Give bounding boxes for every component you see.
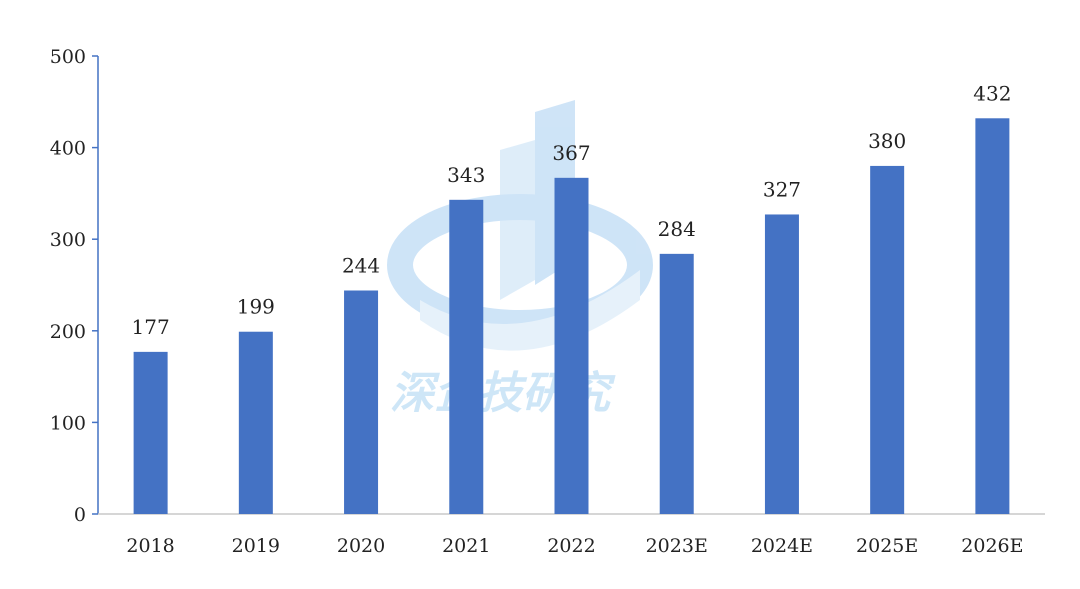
bar-2021	[449, 199, 484, 514]
y-tick-label: 100	[50, 412, 86, 434]
x-tick-label-2026E: 2026E	[961, 535, 1023, 557]
data-label-2026E: 432	[973, 81, 1011, 105]
bar-2019	[238, 331, 273, 514]
bar-2026E	[975, 118, 1010, 515]
x-tick-label-2021: 2021	[442, 535, 490, 557]
y-tick-label: 0	[74, 504, 86, 526]
data-label-2020: 244	[342, 253, 380, 277]
x-tick-label-2019: 2019	[232, 535, 280, 557]
x-tick-label-2025E: 2025E	[856, 535, 918, 557]
data-label-2019: 199	[237, 295, 275, 319]
data-label-2018: 177	[132, 315, 170, 339]
bar-2018	[133, 351, 168, 514]
y-tick-label: 300	[50, 229, 86, 251]
x-tick-label-2023E: 2023E	[646, 535, 708, 557]
bar-2022	[554, 177, 589, 514]
bar-2025E	[870, 165, 905, 515]
data-label-2023E: 284	[658, 217, 696, 241]
y-axis-ticks: 0 100 200 300 400 500	[50, 46, 98, 526]
x-tick-label-2024E: 2024E	[751, 535, 813, 557]
x-tick-label-2018: 2018	[126, 535, 174, 557]
y-tick-label: 500	[50, 46, 86, 68]
y-tick-label: 200	[50, 321, 86, 343]
data-label-2021: 343	[447, 163, 485, 187]
x-tick-label-2020: 2020	[337, 535, 385, 557]
bar-2020	[344, 290, 379, 514]
data-labels-group: 177 199 244 343 367 284 327 380 432	[132, 81, 1012, 339]
x-axis-labels: 2018 2019 2020 2021 2022 2023E 2024E 2025E 2026E	[126, 535, 1023, 557]
bar-2023E	[659, 253, 694, 514]
bars-group	[133, 118, 1010, 515]
data-label-2022: 367	[552, 141, 590, 165]
watermark-logo	[387, 100, 653, 351]
data-label-2024E: 327	[763, 177, 801, 201]
y-tick-label: 400	[50, 138, 86, 160]
x-tick-label-2022: 2022	[547, 535, 595, 557]
data-label-2025E: 380	[868, 129, 906, 153]
bar-2024E	[764, 214, 799, 514]
